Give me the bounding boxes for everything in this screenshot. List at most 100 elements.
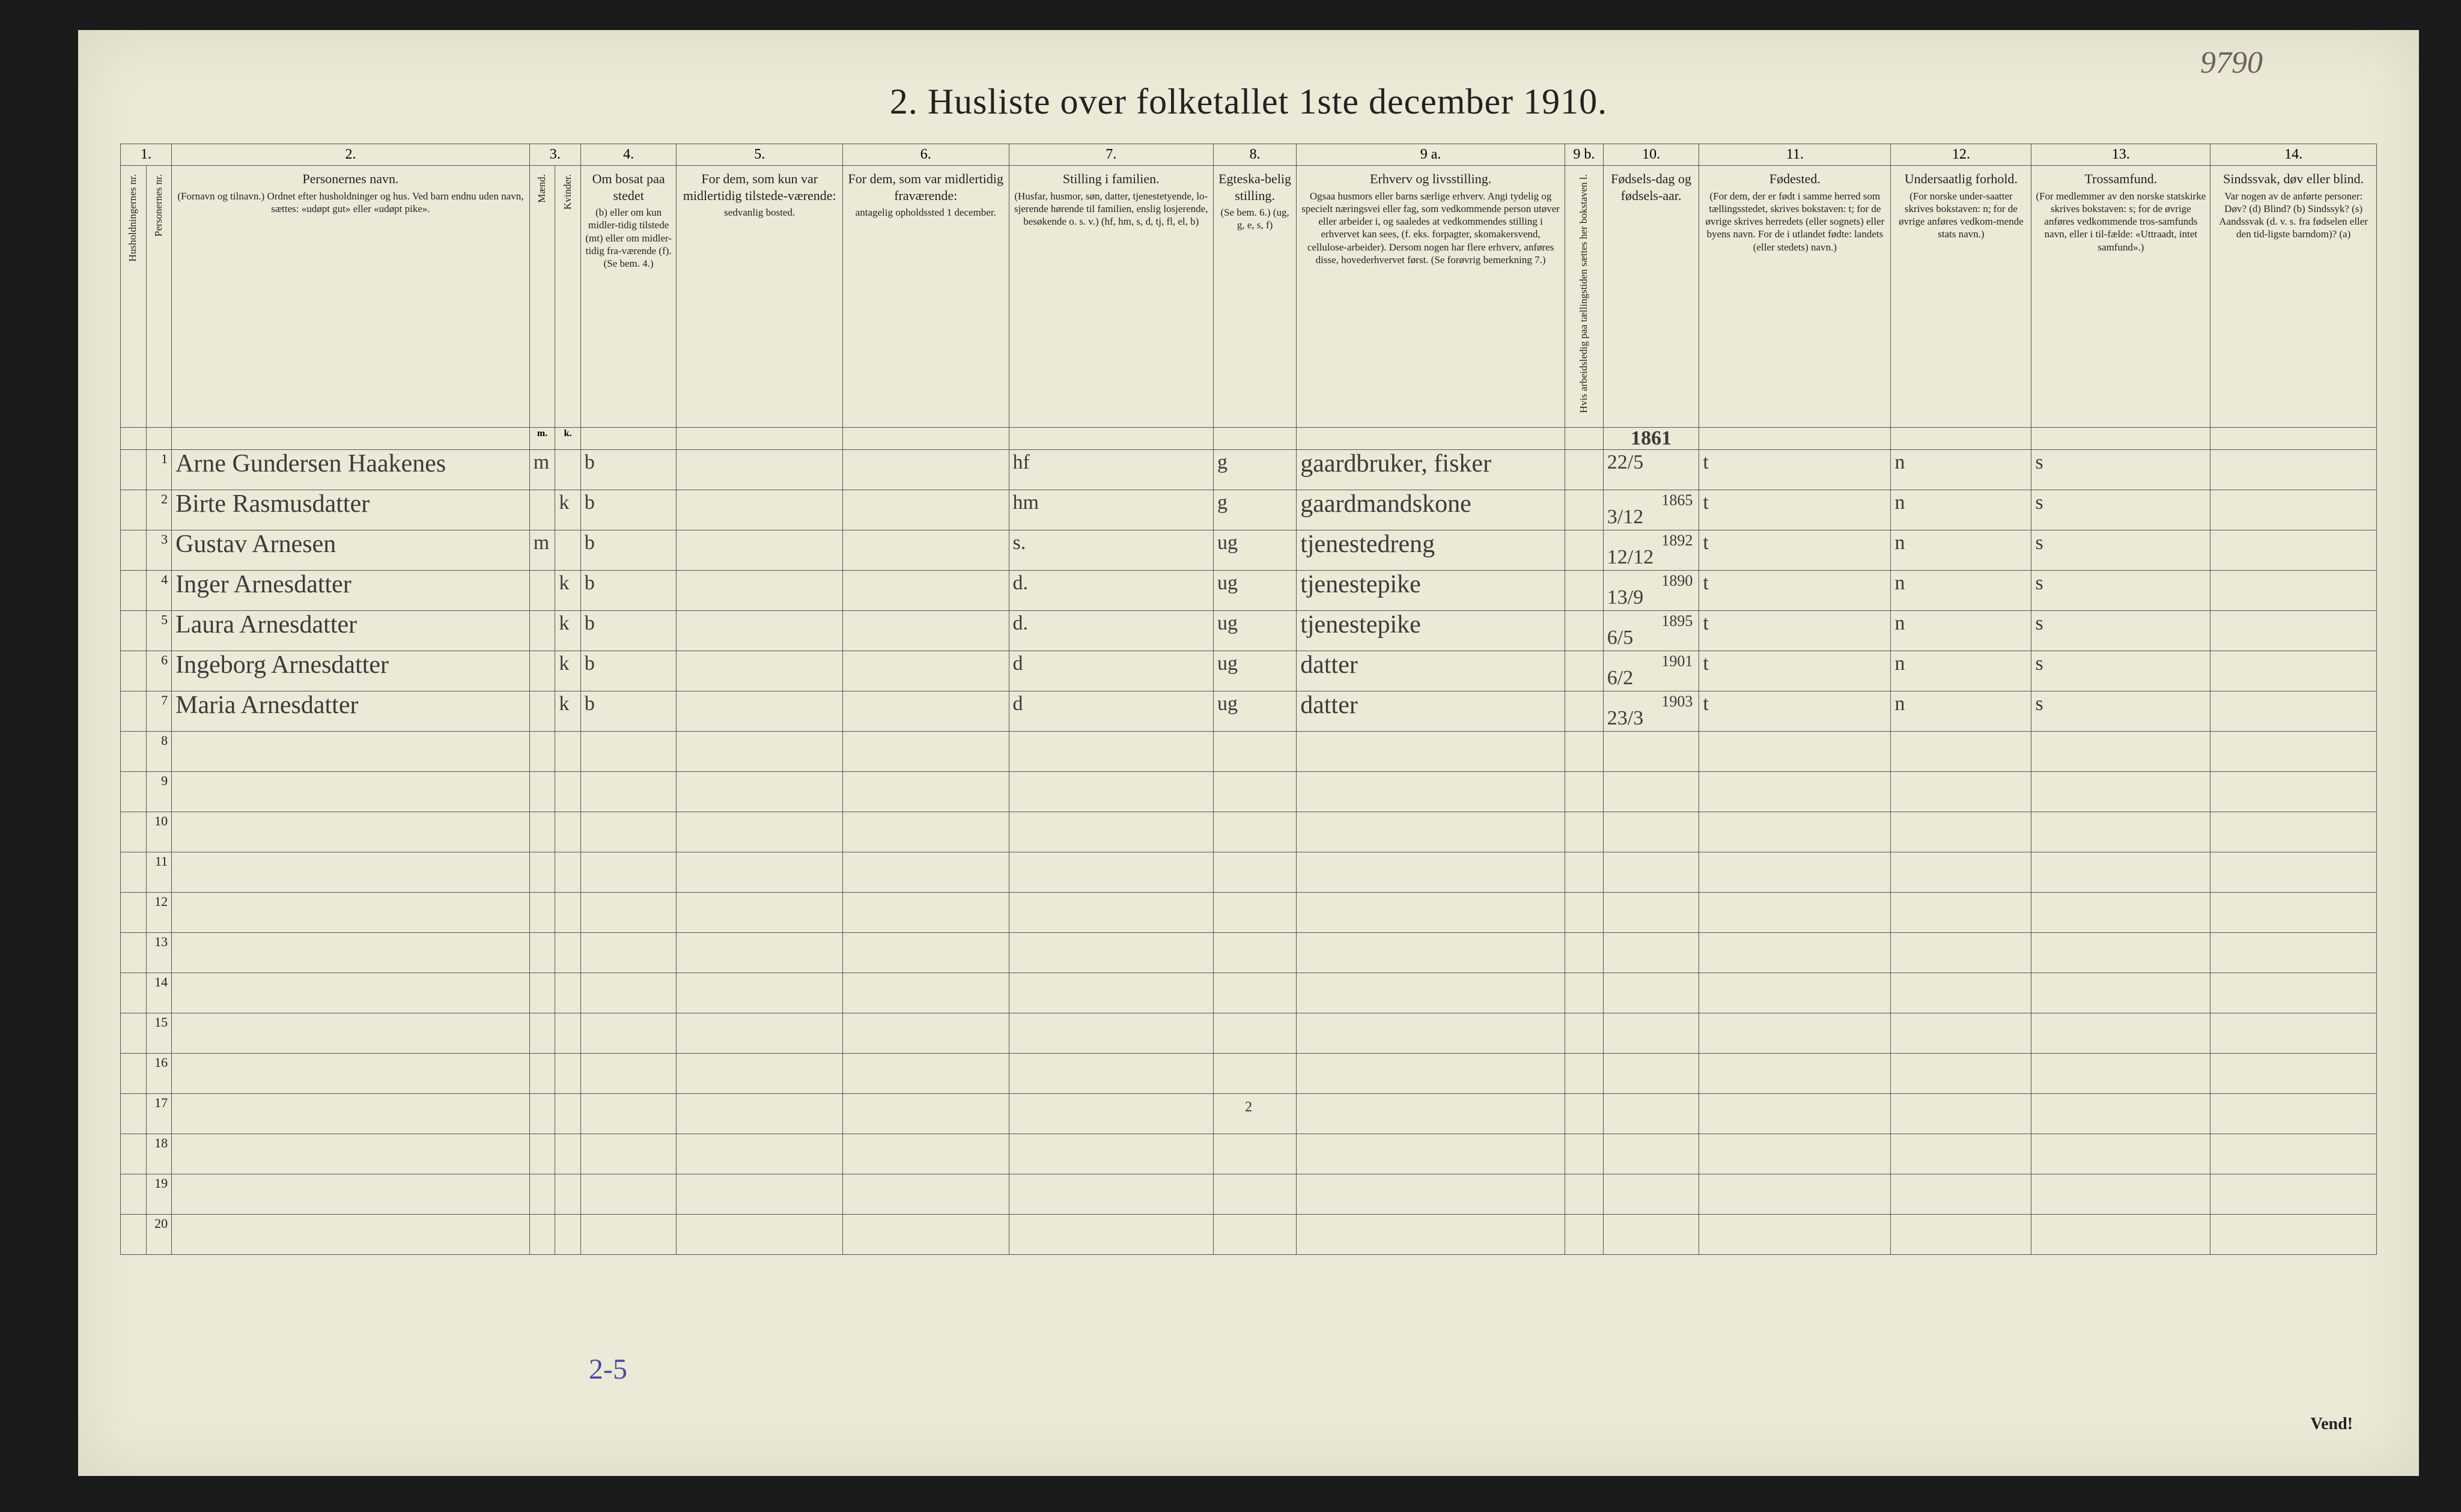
cell-blank	[677, 1214, 843, 1254]
handwritten-value: tjenestedreng	[1300, 530, 1435, 558]
cell-name: Arne Gundersen Haakenes	[172, 449, 530, 490]
cell-personno: 12	[146, 892, 172, 932]
cell-blank	[1565, 852, 1603, 892]
handwritten-value: 23/3	[1607, 707, 1643, 729]
cell-householdno	[121, 932, 147, 973]
cell-c4: b	[580, 530, 677, 570]
cell-blank	[1297, 973, 1565, 1013]
cell-c13: s	[2031, 610, 2210, 651]
colhead-14-sub: Var nogen av de anførte personer: Døv? (…	[2214, 190, 2373, 241]
cell-blank	[1603, 852, 1699, 892]
cell-blank	[1565, 731, 1603, 771]
cell-householdno	[121, 1013, 147, 1053]
handwritten-value: n	[1894, 612, 1905, 634]
cell-householdno	[121, 1174, 147, 1214]
colhead-4: Om bosat paa stedet (b) eller om kun mid…	[580, 166, 677, 428]
cell-sex-k	[555, 530, 581, 570]
handwritten-value: s	[2035, 491, 2043, 514]
cell-blank	[1603, 1013, 1699, 1053]
cell-c12: n	[1891, 449, 2031, 490]
cell-blank	[1699, 812, 1891, 852]
colhead-12-lead: Undersaatlig forhold.	[1894, 171, 2027, 187]
cell-blank	[1009, 892, 1213, 932]
cell-blank	[842, 1053, 1009, 1093]
colhead-6-sub: antagelig opholdssted 1 december.	[847, 206, 1005, 219]
handwritten-value: s	[2035, 532, 2043, 554]
colhead-13-sub: (For medlemmer av den norske statskirke …	[2035, 190, 2206, 254]
cell-blank	[1603, 1093, 1699, 1134]
cell-name: Laura Arnesdatter	[172, 610, 530, 651]
handwritten-value: t	[1703, 612, 1708, 634]
handwritten-value: k	[559, 612, 569, 634]
cell-blank	[580, 932, 677, 973]
cell-blank	[172, 771, 530, 812]
handwritten-value: 6/2	[1607, 667, 1633, 689]
handwritten-value: d	[1013, 652, 1023, 675]
colhead-14: Sindssvak, døv eller blind. Var nogen av…	[2210, 166, 2377, 428]
cell-blank	[1891, 1093, 2031, 1134]
cell-c9a: datter	[1297, 691, 1565, 731]
cell-blank	[529, 812, 555, 852]
handwritten-value: ug	[1217, 652, 1238, 675]
mk-blank	[172, 427, 530, 449]
cell-sex-m	[529, 651, 555, 691]
cell-c5	[677, 490, 843, 530]
colhead-11-lead: Fødested.	[1703, 171, 1887, 187]
cell-c9a: tjenestedreng	[1297, 530, 1565, 570]
handwritten-value: 3/12	[1607, 506, 1643, 528]
cell-blank	[1009, 1053, 1213, 1093]
cell-blank	[1213, 812, 1296, 852]
cell-blank	[580, 731, 677, 771]
cell-blank	[1565, 1214, 1603, 1254]
table-row: 18	[121, 1134, 2377, 1174]
handwritten-value: t	[1703, 572, 1708, 594]
cell-sex-k: k	[555, 490, 581, 530]
handwritten-value: k	[559, 652, 569, 675]
table-row: 11	[121, 852, 2377, 892]
cell-blank	[677, 1174, 843, 1214]
cell-blank	[677, 892, 843, 932]
cell-c12: n	[1891, 691, 2031, 731]
cell-c10: 189013/9	[1603, 570, 1699, 610]
cell-blank	[2031, 1053, 2210, 1093]
cell-c9b	[1565, 530, 1603, 570]
handwritten-value: hm	[1013, 491, 1039, 514]
handwritten-value: t	[1703, 532, 1708, 554]
cell-blank	[555, 731, 581, 771]
cell-name: Ingeborg Arnesdatter	[172, 651, 530, 691]
cell-c14	[2210, 610, 2377, 651]
cell-c13: s	[2031, 570, 2210, 610]
colhead-8: Egteska-belig stilling. (Se bem. 6.) (ug…	[1213, 166, 1296, 428]
colhead-8-lead: Egteska-belig stilling.	[1217, 171, 1292, 204]
cell-blank	[529, 771, 555, 812]
cell-c10: 18653/12	[1603, 490, 1699, 530]
cell-c11: t	[1699, 570, 1891, 610]
cell-c10: 18956/5	[1603, 610, 1699, 651]
handwritten-value: 12/12	[1607, 546, 1653, 568]
cell-c12: n	[1891, 570, 2031, 610]
handwritten-value: tjenestepike	[1300, 571, 1421, 598]
cell-blank	[677, 812, 843, 852]
handwritten-value: d.	[1013, 572, 1029, 594]
handwritten-value: b	[585, 532, 595, 554]
handwritten-value: gaardbruker, fisker	[1300, 450, 1491, 478]
cell-blank	[172, 731, 530, 771]
cell-blank	[580, 1174, 677, 1214]
colnum-9a: 9 a.	[1297, 144, 1565, 166]
colhead-3a: Mænd.	[529, 166, 555, 428]
cell-blank	[529, 1174, 555, 1214]
cell-blank	[555, 1214, 581, 1254]
cell-blank	[1699, 1053, 1891, 1093]
cell-blank	[529, 973, 555, 1013]
colhead-13: Trossamfund. (For medlemmer av den norsk…	[2031, 166, 2210, 428]
cell-blank	[1891, 771, 2031, 812]
cell-blank	[1699, 892, 1891, 932]
cell-blank	[842, 1214, 1009, 1254]
handwritten-value: gaardmandskone	[1300, 490, 1471, 518]
cell-blank	[1699, 1093, 1891, 1134]
cell-sex-k: k	[555, 610, 581, 651]
cell-c9b	[1565, 570, 1603, 610]
cell-c9b	[1565, 490, 1603, 530]
cell-c6	[842, 610, 1009, 651]
cell-blank	[1297, 852, 1565, 892]
